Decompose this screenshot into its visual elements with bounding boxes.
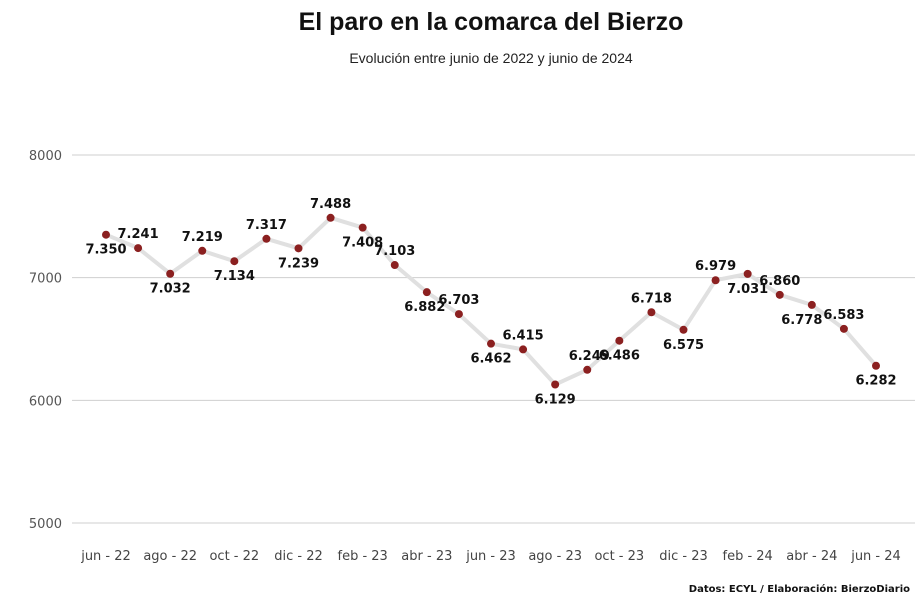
data-point bbox=[326, 213, 335, 222]
data-label: 7.134 bbox=[214, 269, 255, 284]
x-tick-label: dic - 23 bbox=[659, 549, 708, 564]
x-tick-label: oct - 22 bbox=[209, 549, 259, 564]
x-tick-label: feb - 24 bbox=[723, 549, 773, 564]
data-label: 7.219 bbox=[182, 230, 223, 245]
data-point bbox=[134, 244, 143, 253]
data-label: 6.462 bbox=[470, 352, 511, 367]
data-point bbox=[487, 339, 495, 348]
x-tick-label: abr - 23 bbox=[401, 549, 452, 564]
data-label: 6.703 bbox=[438, 293, 479, 308]
x-tick-label: jun - 24 bbox=[850, 549, 901, 564]
data-label: 6.583 bbox=[823, 308, 864, 323]
x-tick-label: dic - 22 bbox=[274, 549, 323, 564]
data-point bbox=[551, 380, 560, 389]
y-tick-label: 5000 bbox=[29, 517, 62, 532]
y-tick-label: 6000 bbox=[29, 394, 62, 409]
data-point bbox=[615, 336, 624, 345]
x-tick-label: ago - 23 bbox=[528, 549, 582, 564]
data-label: 7.239 bbox=[278, 256, 319, 271]
data-label: 6.486 bbox=[599, 349, 640, 364]
y-tick-label: 8000 bbox=[29, 149, 62, 164]
data-point bbox=[711, 276, 720, 285]
data-label: 7.317 bbox=[246, 218, 287, 233]
data-point bbox=[775, 290, 784, 299]
data-point bbox=[198, 246, 207, 255]
data-point bbox=[230, 257, 239, 266]
data-point bbox=[807, 300, 816, 309]
data-label: 6.249 bbox=[569, 349, 610, 364]
data-point bbox=[262, 234, 271, 243]
data-label: 7.350 bbox=[85, 243, 126, 258]
data-label: 6.882 bbox=[404, 300, 445, 315]
data-label: 6.575 bbox=[663, 338, 704, 353]
data-point bbox=[872, 361, 880, 370]
data-label: 6.129 bbox=[535, 393, 576, 408]
y-tick-label: 7000 bbox=[29, 272, 62, 287]
data-label: 7.488 bbox=[310, 197, 351, 212]
x-tick-label: feb - 23 bbox=[338, 549, 388, 564]
x-tick-label: jun - 22 bbox=[80, 549, 131, 564]
data-point bbox=[583, 365, 592, 374]
x-tick-label: abr - 24 bbox=[786, 549, 837, 564]
data-label: 6.282 bbox=[855, 374, 896, 389]
data-point bbox=[390, 261, 399, 270]
data-label: 7.241 bbox=[118, 227, 159, 242]
chart-subtitle: Evolución entre junio de 2022 y junio de… bbox=[349, 50, 633, 66]
data-point bbox=[358, 223, 367, 232]
data-point bbox=[166, 269, 175, 278]
source-note: Datos: ECYL / Elaboración: BierzoDiario bbox=[688, 584, 910, 595]
data-point bbox=[454, 310, 463, 319]
data-label: 7.032 bbox=[150, 282, 191, 297]
data-label: 6.778 bbox=[781, 313, 822, 328]
data-label: 6.718 bbox=[631, 291, 672, 306]
data-label: 7.031 bbox=[727, 282, 768, 297]
data-point bbox=[422, 288, 431, 297]
data-point bbox=[519, 345, 528, 354]
data-label: 6.860 bbox=[759, 274, 800, 289]
x-tick-label: ago - 22 bbox=[143, 549, 197, 564]
chart-title: El paro en la comarca del Bierzo bbox=[298, 8, 684, 36]
data-point bbox=[647, 308, 656, 317]
x-tick-label: oct - 23 bbox=[594, 549, 644, 564]
data-point bbox=[679, 325, 688, 334]
data-label: 7.408 bbox=[342, 236, 383, 251]
data-point bbox=[102, 230, 110, 239]
data-label: 7.103 bbox=[374, 244, 415, 259]
data-point bbox=[743, 269, 752, 278]
x-tick-label: jun - 23 bbox=[465, 549, 516, 564]
data-label: 6.415 bbox=[503, 328, 544, 343]
data-point bbox=[294, 244, 303, 253]
data-label: 6.979 bbox=[695, 259, 736, 274]
data-point bbox=[839, 324, 848, 333]
